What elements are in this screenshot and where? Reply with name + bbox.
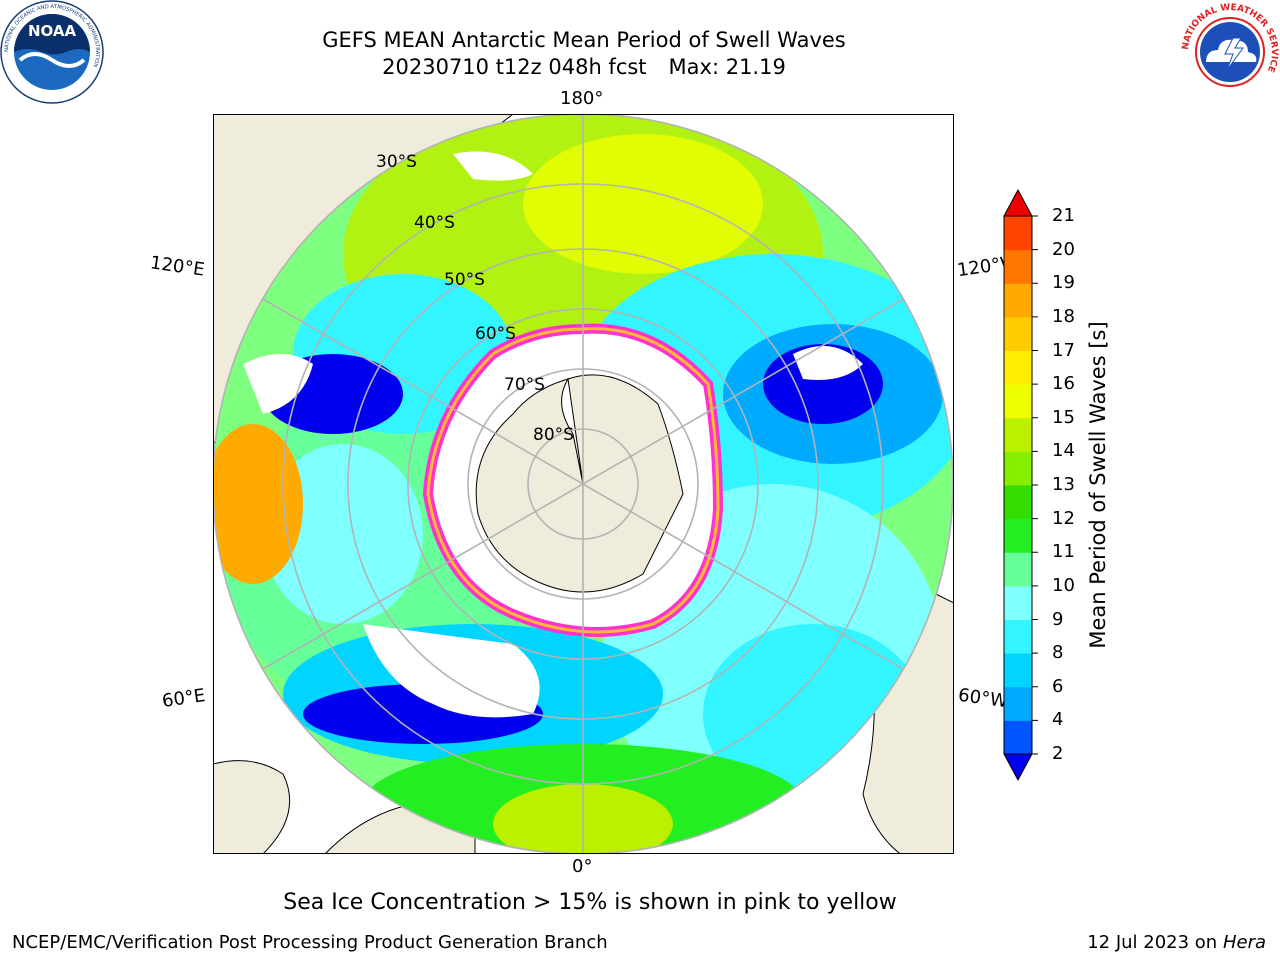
polar-map [214, 115, 953, 853]
colorbar-tick-label: 20 [1052, 238, 1075, 260]
colorbar-tick-label: 17 [1052, 339, 1075, 361]
colorbar-extend-high [1003, 188, 1033, 217]
colorbar-band [1004, 417, 1032, 452]
colorbar-band [1004, 686, 1032, 721]
colorbar-label: Mean Period of Swell Waves [s] [1086, 321, 1110, 649]
colorbar-tick-label: 13 [1052, 474, 1075, 495]
colorbar-band [1004, 384, 1032, 419]
lon-label-180: 180° [560, 88, 604, 109]
lat-label-80s: 80°S [533, 425, 574, 445]
lat-label-50s: 50°S [444, 270, 485, 290]
lon-label-60e: 60°E [160, 685, 207, 712]
sea-ice-note: Sea Ice Concentration > 15% is shown in … [283, 890, 897, 915]
colorbar-tick-label: 12 [1052, 507, 1075, 529]
colorbar-tick-label: 10 [1052, 574, 1075, 596]
colorbar-band [1004, 216, 1032, 251]
colorbar-tick-label: 19 [1052, 272, 1075, 294]
colorbar-tick-label: 11 [1052, 541, 1075, 563]
colorbar-tick-label: 18 [1052, 305, 1075, 327]
colorbar-band [1004, 283, 1032, 318]
nws-logo: NATIONAL WEATHER SERVICE [1179, 1, 1280, 103]
colorbar-segments [1003, 188, 1038, 782]
lat-label-70s: 70°S [504, 375, 545, 395]
footer-credit: NCEP/EMC/Verification Post Processing Pr… [12, 932, 608, 953]
forecast-run: 20230710 t12z 048h fcst [382, 55, 647, 79]
colorbar-band [1004, 720, 1032, 755]
colorbar-tick-label: 16 [1052, 373, 1075, 395]
lon-label-0: 0° [572, 856, 593, 877]
colorbar-tick-label: 15 [1052, 406, 1075, 428]
colorbar-tick-label: 6 [1052, 675, 1064, 697]
colorbar-tick-label: 9 [1052, 608, 1064, 630]
colorbar-band [1004, 316, 1032, 351]
max-value: Max: 21.19 [668, 55, 786, 79]
colorbar-band [1004, 350, 1032, 385]
chart-title: GEFS MEAN Antarctic Mean Period of Swell… [322, 28, 846, 52]
colorbar-extend-low [1003, 753, 1033, 782]
footer-date-text: 12 Jul 2023 on [1087, 932, 1223, 953]
colorbar-band [1004, 552, 1032, 587]
colorbar-band [1004, 485, 1032, 520]
map-panel [213, 114, 954, 854]
chart-subtitle: 20230710 t12z 048h fcst Max: 21.19 [284, 53, 884, 81]
colorbar-tick-label: 2 [1052, 743, 1064, 764]
colorbar-tick-label: 4 [1052, 709, 1064, 731]
colorbar-band [1004, 653, 1032, 688]
colorbar-band [1004, 518, 1032, 553]
colorbar-band [1004, 585, 1032, 620]
graticule [214, 115, 953, 853]
colorbar [1003, 188, 1038, 782]
footer-date: 12 Jul 2023 on Hera [1087, 932, 1266, 953]
lon-label-120e: 120°E [148, 252, 206, 281]
colorbar-tick-label: 8 [1052, 642, 1064, 664]
colorbar-band [1004, 249, 1032, 284]
colorbar-tick-label: 21 [1052, 205, 1075, 226]
footer-machine: Hera [1222, 932, 1266, 953]
noaa-logo: NOAA NATIONAL OCEANIC AND ATMOSPHERIC AD… [0, 0, 104, 104]
lat-label-40s: 40°S [414, 213, 455, 233]
colorbar-band [1004, 451, 1032, 486]
lat-label-30s: 30°S [376, 152, 417, 172]
colorbar-tick-label: 14 [1052, 440, 1075, 462]
noaa-logo-text: NOAA [28, 22, 77, 40]
lat-label-60s: 60°S [475, 324, 516, 344]
colorbar-band [1004, 619, 1032, 654]
